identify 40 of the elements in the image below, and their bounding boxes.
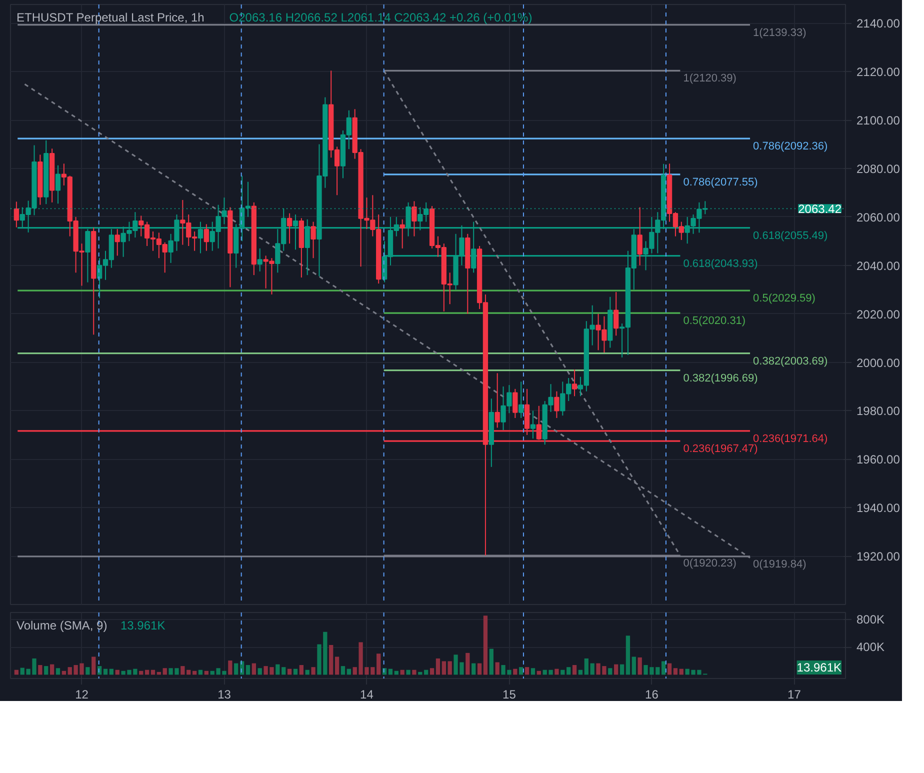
series-label: 0.236(1967.47)	[683, 443, 758, 456]
text: Volume (SMA, 9)	[16, 618, 108, 632]
x-tick-label: 17	[788, 688, 802, 702]
x-tick-label: 14	[360, 688, 374, 702]
series-label: 0.236(1971.64)	[753, 432, 828, 445]
text: ETHUSDT Perpetual Last Price, 1h	[16, 10, 204, 24]
series-label: 0.786(2092.36)	[753, 140, 828, 153]
series-label: 1(2139.33)	[753, 26, 806, 39]
series-label: 0.382(2003.69)	[753, 355, 828, 368]
y-tick-label: 800K	[856, 612, 885, 626]
y-tick-label: 2020.00	[856, 307, 900, 322]
y-tick-label: 2060.00	[856, 210, 900, 224]
annotation: 13.961K	[796, 660, 842, 674]
x-tick-label: 16	[645, 688, 659, 702]
series-label: 1(2120.39)	[683, 72, 736, 85]
series-label: 0(1920.23)	[683, 557, 736, 570]
y-tick-label: 2140.00	[856, 16, 900, 31]
annotation: 13.961K	[120, 618, 166, 632]
x-tick-label: 13	[218, 688, 232, 702]
series-label: 0.5(2020.31)	[683, 315, 746, 328]
series-label: 0(1919.84)	[753, 558, 806, 570]
y-tick-label: 2080.00	[856, 162, 900, 176]
x-tick-label: 15	[502, 688, 516, 702]
series-label: 0.786(2077.55)	[683, 176, 758, 188]
y-tick-label: 400K	[856, 640, 885, 654]
ref-line-label: 2063.42	[798, 202, 842, 216]
y-tick-label: 1920.00	[856, 550, 900, 564]
series-label: 0.618(2043.93)	[683, 258, 758, 270]
x-tick-label: 12	[75, 688, 89, 702]
y-tick-label: 2100.00	[856, 114, 900, 128]
y-tick-label: 1980.00	[856, 404, 900, 418]
y-tick-label: 1940.00	[856, 501, 900, 516]
y-tick-label: 2120.00	[856, 65, 900, 80]
series-label: 0.382(1996.69)	[683, 372, 758, 384]
y-tick-label: 2040.00	[856, 258, 900, 273]
series-label: 0.618(2055.49)	[753, 230, 828, 242]
y-tick-label: 2000.00	[856, 356, 900, 370]
series-label: 0.5(2029.59)	[753, 292, 816, 305]
y-tick-label: 1960.00	[856, 452, 900, 467]
text: O2063.16 H2066.52 L2061.14 C2063.42 +0.26 (+0.01%)	[229, 10, 532, 24]
